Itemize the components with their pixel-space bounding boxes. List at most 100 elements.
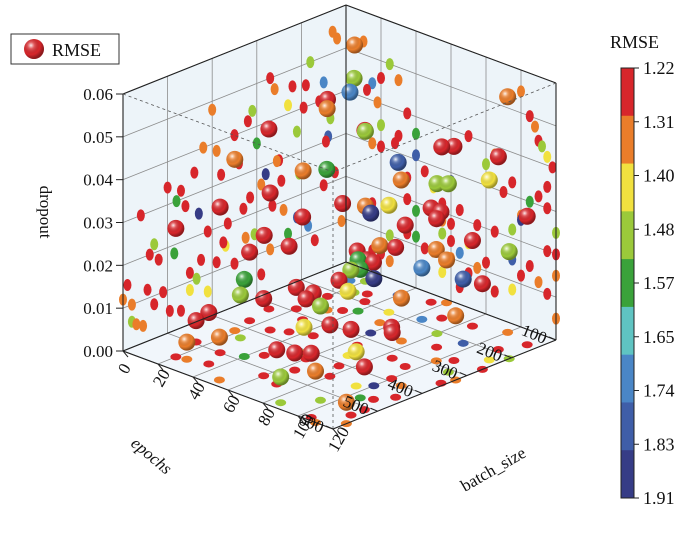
left-wall-projection (199, 141, 208, 154)
data-point-sphere (307, 362, 324, 380)
data-point-sphere (447, 307, 465, 325)
floor-projection (368, 382, 380, 390)
colorbar-title: RMSE (610, 32, 659, 52)
left-wall-projection (163, 181, 172, 194)
back-wall-projection (517, 85, 525, 98)
left-wall-projection (261, 168, 270, 181)
back-wall-projection (538, 140, 546, 153)
back-wall-projection (473, 261, 482, 274)
floor-projection (365, 329, 377, 337)
left-wall-projection (328, 25, 337, 38)
left-wall-projection (127, 298, 136, 311)
back-wall-projection (482, 256, 490, 269)
data-point-sphere (255, 290, 273, 308)
back-wall-projection (412, 230, 420, 243)
left-wall-projection (243, 115, 252, 128)
back-wall-projection (412, 149, 420, 162)
back-wall-projection (455, 204, 464, 217)
floor-projection (263, 305, 275, 313)
data-point-sphere (362, 204, 380, 222)
colorbar-band (621, 68, 634, 117)
colorbar-tick-label: 1.91 (643, 488, 675, 508)
data-point-sphere (261, 184, 279, 202)
left-wall-projection (145, 248, 154, 261)
colorbar-tick-label: 1.65 (643, 327, 675, 347)
back-wall-projection (490, 285, 499, 298)
data-point-sphere (438, 251, 456, 269)
colorbar-tick-label: 1.74 (643, 381, 675, 401)
data-point-sphere (428, 210, 446, 228)
data-point-sphere (392, 171, 410, 189)
data-point-sphere (260, 120, 278, 138)
data-point-sphere (294, 208, 312, 226)
floor-projection (229, 327, 241, 335)
floor-projection (358, 406, 370, 414)
left-wall-projection (197, 253, 206, 266)
back-wall-projection (531, 120, 539, 133)
data-point-sphere (413, 259, 431, 277)
floor-projection (214, 349, 226, 357)
y-tick-label: 20 (149, 366, 174, 390)
colorbar-band (621, 306, 634, 356)
data-point-sphere (454, 270, 472, 288)
floor-projection (264, 326, 276, 334)
left-wall-projection (150, 298, 159, 311)
left-wall-projection (248, 104, 257, 117)
z-axis-ticks: 0.00 0.01 0.02 0.03 0.04 0.05 0.06 (83, 85, 123, 361)
back-wall-projection (394, 129, 403, 142)
left-wall-projection (284, 227, 293, 240)
back-wall-projection (464, 130, 473, 143)
colorbar-tick-label: 1.48 (643, 219, 675, 239)
back-wall-projection (548, 161, 557, 174)
data-point-sphere (433, 138, 451, 156)
back-wall-projection (543, 150, 552, 163)
left-wall-projection (203, 285, 212, 298)
data-point-sphere (211, 198, 229, 216)
data-point-sphere (371, 237, 389, 255)
back-wall-projection (438, 266, 447, 279)
legend-label: RMSE (52, 40, 101, 60)
floor-projection (386, 375, 398, 383)
data-point-sphere (318, 100, 336, 118)
z-tick-label: 0.06 (83, 85, 113, 104)
floor-projection (361, 290, 373, 298)
left-wall-projection (159, 286, 168, 299)
colorbar-tick-label: 1.57 (643, 273, 675, 293)
floor-projection (213, 376, 225, 384)
y-tick-label: 80 (254, 405, 279, 429)
data-point-sphere (231, 286, 249, 304)
left-wall-projection (266, 243, 275, 256)
back-wall-projection (377, 140, 385, 153)
back-wall-projection (377, 71, 385, 84)
floor-projection (314, 396, 326, 404)
z-tick-label: 0.00 (83, 342, 113, 361)
left-wall-projection (143, 283, 152, 296)
back-wall-projection (412, 204, 420, 217)
colorbar-tick-label: 1.40 (643, 166, 675, 186)
floor-projection (502, 328, 514, 336)
left-wall-projection (176, 184, 185, 197)
floor-projection (431, 343, 443, 351)
floor-projection (307, 332, 319, 340)
data-point-sphere (167, 219, 185, 237)
data-point-sphere (342, 320, 360, 338)
floor-projection (416, 315, 428, 323)
floor-projection (352, 307, 364, 315)
z-axis-label: dropout (36, 186, 55, 239)
back-wall-projection (385, 58, 394, 71)
y-tick-label: 40 (184, 379, 209, 403)
data-point-sphere (355, 358, 373, 376)
colorbar-band (621, 402, 634, 451)
back-wall-projection (473, 219, 482, 232)
floor-projection (383, 308, 395, 316)
floor-projection (436, 314, 448, 322)
data-point-sphere (346, 36, 364, 54)
left-wall-projection (239, 202, 248, 215)
data-point-sphere (178, 333, 196, 351)
back-wall-projection (543, 202, 552, 215)
floor-projection (324, 372, 336, 380)
floor-projection (483, 356, 495, 364)
back-wall-projection (438, 227, 447, 240)
floor-projection (244, 317, 256, 325)
